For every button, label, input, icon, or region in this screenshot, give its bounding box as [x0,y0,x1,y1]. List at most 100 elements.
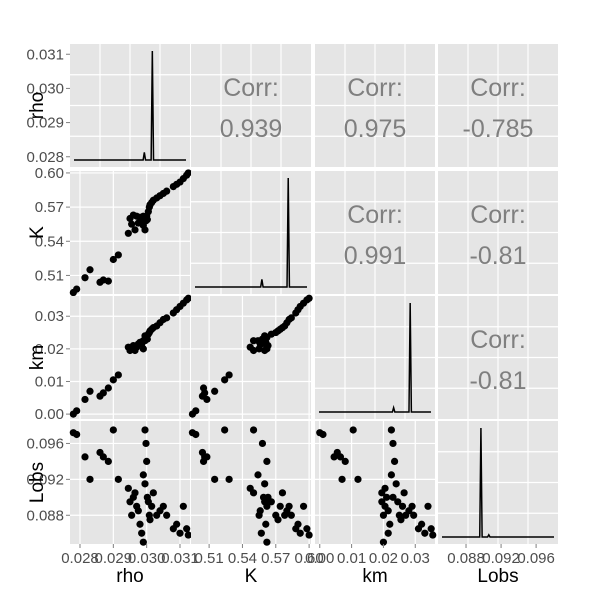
scatter-point [261,480,269,488]
panel-Lobs-Lobs [438,421,558,544]
x-tick-label: 0.088 [447,550,485,567]
scatter-point [199,457,208,466]
scatter-point [225,371,233,379]
scatter-point [389,439,397,448]
scatter-point [86,266,94,274]
panel-K-rho [69,169,192,297]
y-tick-label: 0.031 [26,46,64,63]
density-line-K [195,177,307,288]
x-tick-label: 0.096 [517,550,555,567]
y-tick-label: 0.03 [35,308,64,325]
scatter-point [408,502,416,510]
scatter-point [131,226,139,234]
panel-rho-rho [70,44,190,167]
scatter-point [249,426,258,434]
y-tick-label: 0.02 [35,341,64,358]
scatter-point [134,507,142,515]
scatter-point [287,314,295,322]
x-axis-label-Lobs: Lobs [477,566,518,587]
scatter-point [81,453,89,461]
scatter-point [173,520,181,528]
correlation-value: 0.975 [344,115,407,143]
scatter-point [183,525,191,533]
scatter-point [384,529,392,537]
scatter-point [276,502,284,510]
x-tick-label: 0.01 [337,550,366,567]
scatter-point [390,457,399,466]
scatter-point [263,538,271,546]
scatter-point [303,525,311,533]
x-tick-label: 0.030 [128,550,166,567]
scatter-point [139,538,147,546]
scatter-point [99,389,107,397]
x-tick-label: 0.02 [369,550,398,567]
scatter-point [109,376,117,384]
scatter-point [387,426,395,434]
correlation-value: -0.81 [470,242,527,270]
density-line-km [319,302,431,413]
x-tick-label: 0.00 [305,550,334,567]
scatter-point [257,529,265,537]
scatter-point [349,426,357,434]
scatter-point [163,511,171,519]
scatter-point [259,493,268,501]
panel-rho-km [315,44,435,167]
scatter-point [192,430,200,439]
panel-Lobs-rho [69,421,192,546]
panel-rho-Lobs [438,44,558,167]
scatter-point [338,475,346,483]
scatter-point [136,520,144,528]
panel-K-km [315,171,435,294]
y-tick-label: 0.51 [35,267,64,284]
x-axis-label-K: K [245,566,258,587]
scatter-point [109,255,117,264]
scatter-point [138,529,146,537]
x-axis-label-km: km [362,566,387,587]
scatter-point [179,502,187,510]
panel-rho-K [191,44,311,167]
scatter-point [397,516,405,524]
x-tick-label: 0.028 [61,550,99,567]
density-line-rho [74,50,186,161]
scatter-point [263,457,271,466]
scatter-point [142,439,150,448]
correlation-label: Corr: [223,74,279,102]
x-tick-label: 0.54 [228,550,257,567]
y-tick-label: 0.088 [26,507,64,524]
scatter-point [294,520,302,528]
correlation-label: Corr: [347,201,403,229]
scatter-point [254,471,262,479]
x-tick-label: 0.60 [295,550,324,567]
scatter-point [262,520,270,528]
scatter-point [141,480,149,488]
y-tick-label: 0.60 [35,165,64,182]
scatter-point [285,502,293,510]
x-tick-label: 0.029 [95,550,133,567]
panel-km-K [188,294,313,419]
scatter-point [336,453,345,461]
scatter-point [176,529,184,537]
correlation-value: 0.991 [344,242,407,270]
scatter-point [128,220,136,228]
x-tick-label: 0.03 [401,550,430,567]
scatter-point [254,337,262,345]
y-tick-label: 0.096 [26,435,64,452]
y-tick-label: 0.57 [35,199,64,216]
scatter-point [263,345,271,353]
scatter-point [386,520,394,528]
scatter-point [114,251,122,259]
correlation-value: 0.939 [220,115,283,143]
scatter-point [143,457,151,466]
scatter-point [258,439,267,448]
scatter-point [81,395,89,404]
scatter-point [387,471,395,479]
scatter-point [104,277,112,285]
scatter-point [299,502,308,510]
scatter-point [278,489,287,497]
x-axis-label-rho: rho [116,566,143,587]
scatter-point [427,525,435,533]
scatter-point [225,475,233,483]
scatter-point [394,498,402,506]
scatter-point [184,294,192,302]
